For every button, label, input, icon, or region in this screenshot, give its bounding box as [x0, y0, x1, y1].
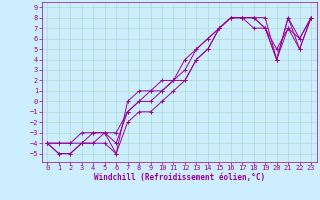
X-axis label: Windchill (Refroidissement éolien,°C): Windchill (Refroidissement éolien,°C): [94, 173, 265, 182]
